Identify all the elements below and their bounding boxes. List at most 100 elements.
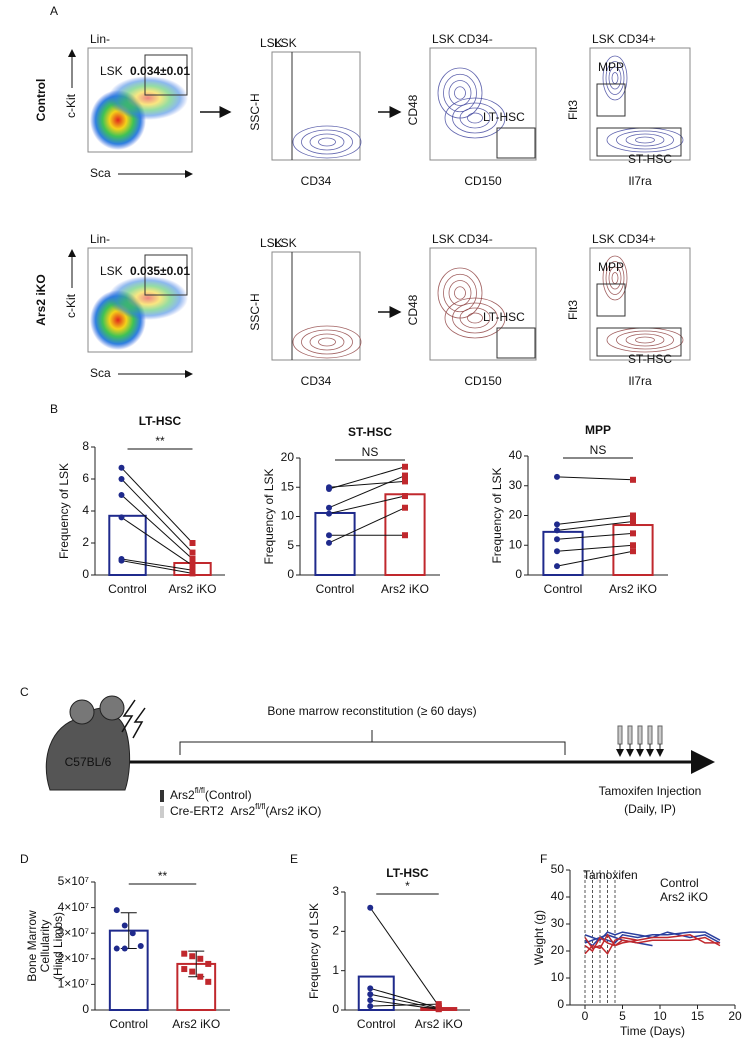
data-point [137,943,144,949]
data-point [118,514,125,521]
data-point [118,464,125,471]
y-axis-label: SSC-H [248,93,262,130]
contour [602,55,628,101]
y-tick-label: 10 [551,970,565,984]
y-axis-label: Flt3 [566,300,580,320]
y-tick-label: 2×10⁷ [58,951,89,965]
significance-label: NS [362,445,379,459]
contour [605,261,625,295]
panel-label: F [540,852,547,866]
pair-line [121,478,193,553]
series-line [584,933,638,955]
y-tick-label: 20 [281,450,295,464]
pair-line [556,515,634,525]
data-point [121,945,128,952]
plot-frame [589,247,691,361]
x-tick-label: Control [544,582,583,596]
gate [144,254,188,296]
x-tick-label: 0 [582,1009,589,1023]
y-tick-label: 0 [332,1002,339,1016]
x-axis-label: Sca [90,366,111,380]
gate-label: LSK [100,264,123,278]
data-point [189,968,196,975]
gate-label: ST-HSC [628,352,672,366]
y-tick-label: 6 [82,471,89,485]
data-point [189,567,196,574]
y-tick-label: 20 [509,508,523,522]
pair-line [328,507,406,544]
syringe-icon [160,790,164,802]
y-tick-label: 2 [82,535,89,549]
pair-line [121,516,193,566]
genotype-prefix: Cre-ERT2 [170,804,224,818]
data-point [630,512,636,519]
y-axis-label: Bone Marrow [25,910,39,982]
data-point [402,463,408,470]
data-point [367,991,374,998]
pair-line [121,494,193,560]
y-axis-label: Frequency of LSK [262,468,276,564]
y-tick-label: 0 [82,567,89,581]
pair-line [328,495,406,515]
density [108,276,188,320]
data-point [367,1003,374,1010]
y-tick-label: 3 [332,884,339,898]
contour [606,127,684,153]
pair-line [556,532,634,540]
genotype-allele: fl/fl [255,802,265,811]
plot-frame [271,251,361,361]
y-axis-label: Flt3 [566,100,580,120]
events [437,267,506,339]
genotype-label: (Control) [205,788,252,802]
contour [443,273,477,313]
y-tick-label: 40 [509,448,523,462]
data-point [113,907,120,914]
data-point [181,966,188,973]
x-tick-label: Ars2 iKO [172,1017,220,1031]
contour [318,337,336,347]
data-point [205,978,212,985]
bar [542,530,584,576]
y-axis-label: SSC-H [248,293,262,330]
contour [309,133,345,151]
data-point [367,985,374,992]
contour [292,125,362,159]
syringe [637,725,643,745]
data-point [435,1001,442,1008]
x-axis-label: Il7ra [628,374,652,388]
x-tick-label: Ars2 iKO [168,582,216,596]
data-point [630,530,636,537]
contour [605,61,625,95]
contour [606,327,684,353]
x-tick-label: 15 [691,1009,705,1023]
data-point [367,997,374,1004]
panel-label: B [50,402,58,416]
contour [454,286,466,300]
y-axis-label: Weight (g) [532,910,546,965]
contour [635,336,655,344]
data-point [197,955,204,962]
data-point [630,518,636,525]
plot-frame [87,247,193,353]
y-tick-label: 1×10⁷ [58,977,89,991]
significance-label: ** [155,434,165,448]
contour [301,329,353,355]
syringe [627,725,633,745]
pair-line [121,560,193,574]
data-point [205,960,212,967]
contour [292,325,362,359]
data-point [554,548,560,555]
data-point [181,950,188,957]
syringe [657,725,663,745]
plot-title: LSK [260,236,283,250]
pair-line [556,550,634,567]
y-tick-label: 30 [509,478,523,492]
marker-label: Tamoxifen [583,868,638,882]
plot-title: LSK [274,36,297,50]
data-point [402,472,408,479]
y-tick-label: 30 [551,916,565,930]
y-tick-label: 10 [281,509,295,523]
x-tick-label: 5 [619,1009,626,1023]
x-tick-label: Ars2 iKO [609,582,657,596]
plot-title: Lin- [90,32,110,46]
